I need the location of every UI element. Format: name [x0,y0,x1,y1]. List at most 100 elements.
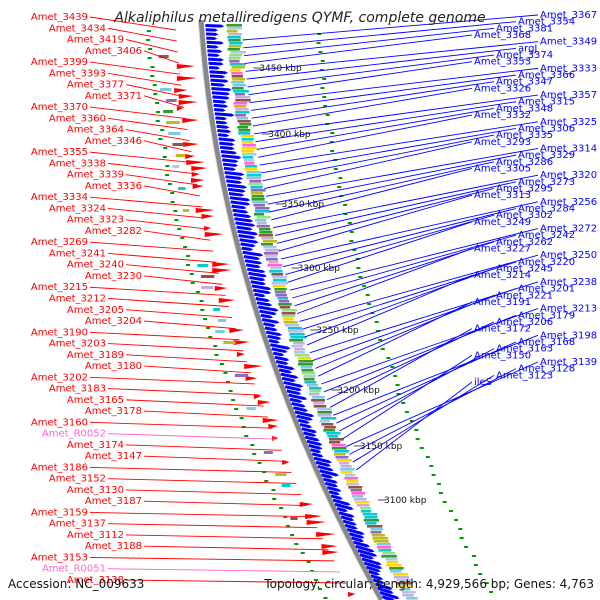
reverse-gene-arrow [231,204,247,210]
gc-mark [401,402,406,404]
cog-category-tile [229,42,243,45]
left-label-leader [107,433,277,440]
cog-category-tile [227,36,241,39]
right-label-leader [339,348,495,432]
reverse-gene-arrow [250,280,266,286]
right-gene-label: Amet_3249 [474,217,531,228]
right-label-leader [329,328,473,408]
reverse-gene-arrow [330,494,343,500]
left-gene-label: Amet_3137 [49,519,106,530]
gc-mark [309,570,314,572]
reverse-gene-arrow [317,465,334,472]
reverse-gene-arrow [207,53,220,57]
right-label-leader [246,47,517,80]
right-gene-label: Amet_3242 [518,230,575,241]
cog-category-tile [235,111,250,114]
right-label-leader [264,141,473,189]
right-gene-label: Amet_3314 [540,143,597,154]
cog-category-tile [331,447,347,450]
gc-mark [313,579,318,581]
reverse-gene-arrow [286,389,302,395]
forward-gene-arrow [322,550,340,555]
scale-label: 3250 kbp [316,326,359,336]
gc-mark [173,210,178,212]
forward-gene-arrow [191,172,200,177]
reverse-gene-arrow [334,502,354,511]
left-gene-label: Amet_3187 [85,496,142,507]
cog-category-tile [241,141,254,144]
gc-mark [226,381,231,383]
left-label-leader [107,523,318,529]
left-label-leader [143,230,211,241]
right-label-leader [265,148,539,197]
left-gene-label: Amet_3147 [85,451,142,462]
reverse-gene-arrow [215,116,228,121]
cog-category-tile [344,474,356,477]
reverse-gene-arrow [370,574,384,580]
gc-mark [264,480,269,482]
right-gene-label: Amet_3367 [540,10,597,21]
right-label-leader [267,154,517,205]
cog-category-tile [274,288,287,291]
gc-mark [146,30,151,32]
gc-mark [219,363,224,365]
cog-category-tile [272,285,286,288]
reverse-gene-arrow [352,540,370,548]
left-gene-label: Amet_3439 [31,12,88,23]
cog-category-tile [243,159,255,162]
cog-category-tile [329,438,344,441]
reverse-gene-arrow [297,418,310,424]
left-gene-label: Amet_3180 [85,361,142,372]
gc-mark [347,222,352,224]
cog-category-tile [363,519,379,522]
right-gene-label: Amet_3335 [496,130,553,141]
left-label-leader [143,275,223,285]
left-gene-label: Amet_3204 [85,316,142,327]
gc-mark [177,228,182,230]
gc-mark [183,246,188,248]
right-label-leader [244,34,473,64]
cog-category-tile [324,426,336,429]
left-label-leader [143,410,268,418]
reverse-gene-arrow [210,78,229,83]
cog-category-tile [339,468,355,471]
cog-category-tile [291,345,304,348]
cog-category-tile [235,108,249,111]
right-label-leader [250,74,517,111]
inner-feature-tile [160,88,172,91]
left-label-leader [107,343,244,352]
left-label-leaders [89,16,346,584]
cog-category-tile [370,531,382,534]
cog-category-tile [229,60,240,63]
genome-backbone [197,19,384,600]
gc-mark [431,474,436,476]
reverse-gene-arrow [208,61,224,66]
right-gene-label: Amet_3262 [496,237,553,248]
left-gene-label: Amet_3377 [67,80,124,91]
right-label-leader [283,208,517,268]
left-label-leader [143,500,307,507]
gc-mark [378,339,383,341]
reverse-gene-arrow [348,532,365,539]
cog-category-tile [234,105,247,108]
reverse-gene-arrow [336,507,348,513]
gc-mark [272,498,277,500]
cog-category-tile [272,276,288,279]
reverse-gene-arrow [212,99,227,104]
right-gene-label: Amet_3326 [474,83,531,94]
scale-label: 3100 kbp [384,496,427,506]
gc-mark [165,165,170,167]
gc-mark [425,456,430,458]
cog-category-tile [244,168,257,171]
right-label-leader [271,168,473,221]
cog-category-tile [297,363,313,366]
reverse-gene-arrow [212,95,230,100]
cog-category-tile [275,294,288,297]
left-gene-label: Amet_3130 [67,485,124,496]
right-label-leader [248,61,473,96]
gc-mark [330,150,335,152]
gc-mark [257,462,262,464]
gc-mark [170,201,175,203]
left-gene-label: Amet_3282 [85,226,142,237]
